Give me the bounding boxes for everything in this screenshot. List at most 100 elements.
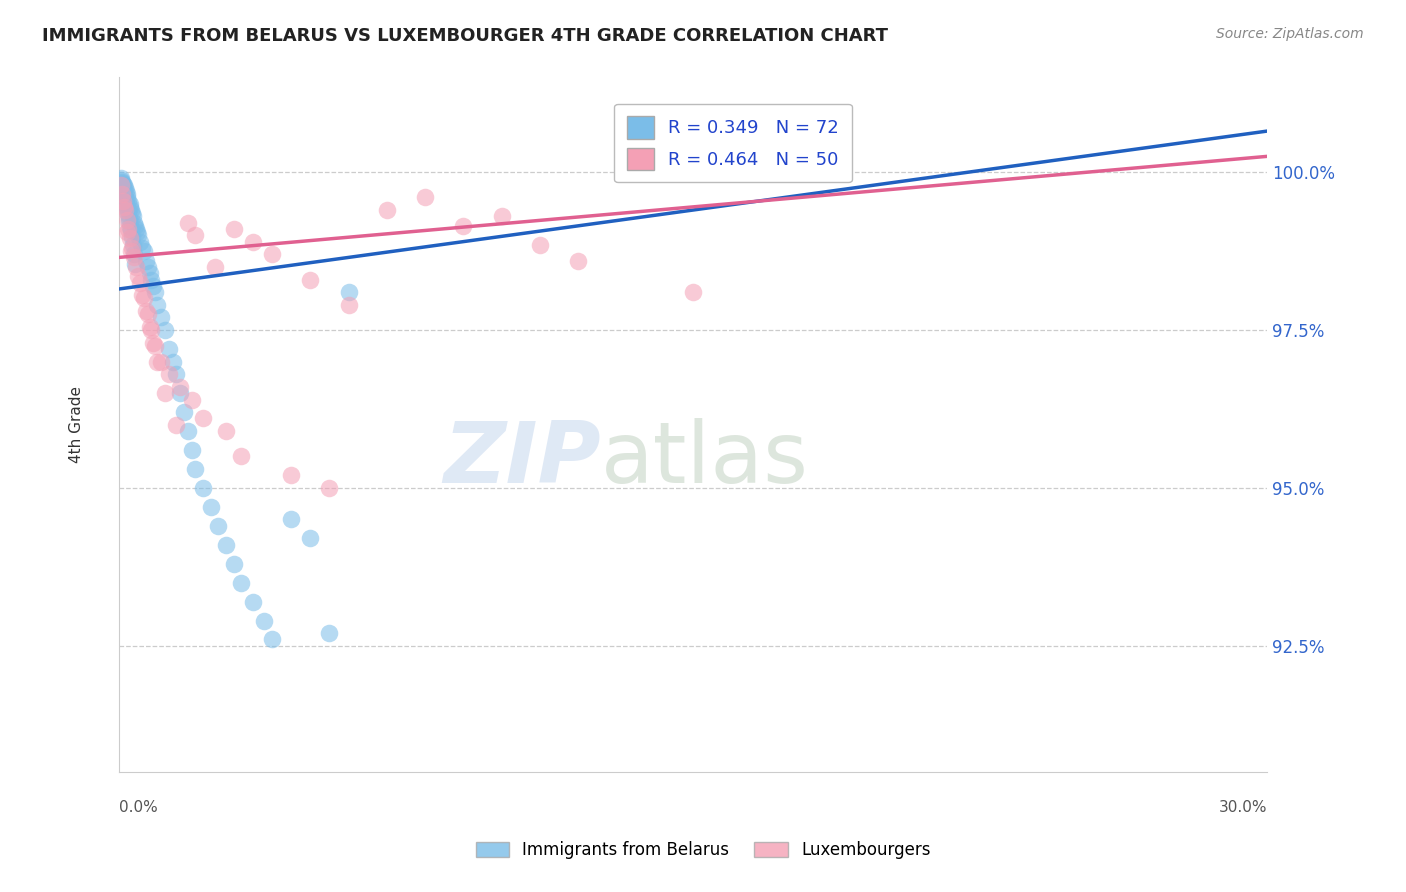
Point (143, 339, 166, 353)
Point (142, 335, 165, 350)
Point (120, 200, 142, 214)
Point (162, 354, 184, 368)
Point (222, 557, 245, 571)
Point (122, 210, 145, 224)
Point (200, 500, 222, 514)
Point (131, 288, 153, 302)
Point (299, 272, 322, 286)
Point (125, 222, 148, 236)
Point (143, 285, 166, 300)
Point (114, 194, 136, 209)
Point (127, 225, 149, 239)
Point (112, 188, 135, 202)
Point (184, 462, 207, 476)
Point (157, 342, 180, 356)
Point (115, 212, 138, 227)
Point (129, 235, 152, 249)
Point (318, 481, 340, 495)
Point (138, 266, 160, 280)
Point (110, 171, 132, 186)
Point (127, 269, 149, 284)
Point (165, 368, 187, 382)
Point (124, 257, 146, 271)
Point (111, 175, 134, 189)
Point (204, 260, 226, 274)
Text: 30.0%: 30.0% (1219, 800, 1267, 815)
Point (177, 216, 200, 230)
Point (177, 424, 200, 438)
Point (150, 310, 173, 325)
Point (136, 307, 159, 321)
Point (682, 285, 704, 300)
Point (111, 194, 134, 208)
Point (146, 354, 169, 368)
Point (173, 405, 195, 419)
Text: 0.0%: 0.0% (120, 800, 157, 815)
Point (114, 181, 136, 195)
Point (132, 244, 155, 259)
Point (120, 223, 142, 237)
Point (121, 229, 143, 244)
Legend: R = 0.349   N = 72, R = 0.464   N = 50: R = 0.349 N = 72, R = 0.464 N = 50 (614, 103, 852, 182)
Point (118, 220, 141, 235)
Point (280, 468, 302, 483)
Point (111, 177, 134, 191)
Point (169, 380, 191, 394)
Point (127, 228, 149, 243)
Point (280, 512, 302, 526)
Text: ZIP: ZIP (443, 418, 602, 501)
Point (153, 386, 176, 401)
Point (180, 392, 202, 407)
Point (132, 292, 155, 306)
Point (110, 176, 132, 190)
Point (112, 178, 135, 192)
Point (110, 178, 132, 192)
Point (121, 206, 143, 220)
Legend: Immigrants from Belarus, Luxembourgers: Immigrants from Belarus, Luxembourgers (470, 835, 936, 866)
Point (150, 354, 173, 368)
Text: atlas: atlas (602, 418, 808, 501)
Point (491, 210, 513, 224)
Point (413, 190, 436, 204)
Point (207, 518, 229, 533)
Point (121, 237, 143, 252)
Text: 4th Grade: 4th Grade (69, 386, 84, 463)
Point (117, 190, 139, 204)
Point (120, 231, 142, 245)
Point (117, 204, 139, 219)
Point (231, 450, 253, 464)
Point (337, 285, 360, 300)
Point (222, 222, 245, 236)
Point (260, 247, 283, 261)
Point (120, 202, 142, 217)
Point (231, 575, 253, 590)
Point (253, 614, 276, 628)
Point (129, 276, 152, 290)
Point (242, 235, 264, 249)
Point (121, 241, 143, 255)
Point (117, 194, 139, 208)
Point (157, 368, 180, 382)
Point (299, 532, 322, 546)
Point (124, 219, 146, 233)
Point (375, 202, 398, 217)
Point (117, 222, 139, 236)
Point (114, 192, 136, 206)
Text: IMMIGRANTS FROM BELARUS VS LUXEMBOURGER 4TH GRADE CORRELATION CHART: IMMIGRANTS FROM BELARUS VS LUXEMBOURGER … (42, 27, 889, 45)
Point (191, 481, 214, 495)
Point (260, 632, 283, 647)
Point (138, 319, 160, 334)
Point (215, 538, 238, 552)
Point (118, 214, 141, 228)
Point (120, 244, 142, 259)
Point (118, 211, 141, 225)
Point (114, 184, 136, 198)
Point (135, 304, 157, 318)
Point (141, 272, 163, 286)
Point (153, 323, 176, 337)
Point (112, 182, 135, 196)
Point (169, 386, 191, 401)
Point (191, 411, 214, 425)
Point (111, 187, 134, 202)
Point (122, 247, 145, 261)
